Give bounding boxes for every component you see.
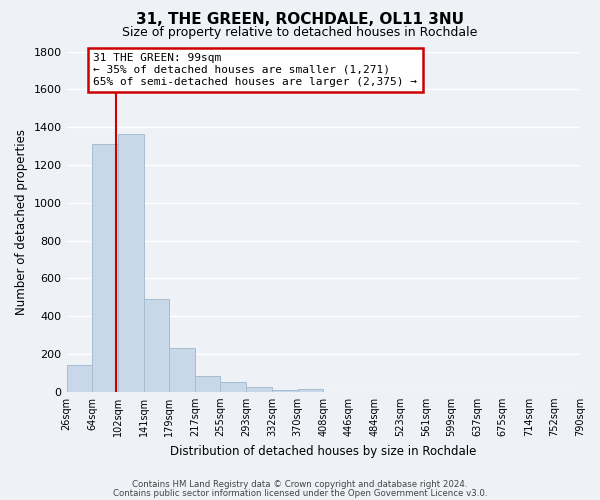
Text: 31 THE GREEN: 99sqm
← 35% of detached houses are smaller (1,271)
65% of semi-det: 31 THE GREEN: 99sqm ← 35% of detached ho… (94, 54, 418, 86)
Bar (298, 389, 323, 392)
Text: Contains public sector information licensed under the Open Government Licence v3: Contains public sector information licen… (113, 488, 487, 498)
Text: Size of property relative to detached houses in Rochdale: Size of property relative to detached ho… (122, 26, 478, 39)
Bar (220, 382, 246, 392)
Bar (169, 348, 195, 392)
Bar (195, 376, 220, 392)
Bar (144, 299, 169, 392)
Bar (118, 134, 144, 392)
Bar (92, 144, 118, 392)
X-axis label: Distribution of detached houses by size in Rochdale: Distribution of detached houses by size … (170, 444, 476, 458)
Y-axis label: Number of detached properties: Number of detached properties (15, 128, 28, 314)
Bar (67, 366, 92, 392)
Bar (272, 390, 298, 392)
Text: Contains HM Land Registry data © Crown copyright and database right 2024.: Contains HM Land Registry data © Crown c… (132, 480, 468, 489)
Text: 31, THE GREEN, ROCHDALE, OL11 3NU: 31, THE GREEN, ROCHDALE, OL11 3NU (136, 12, 464, 28)
Bar (246, 387, 272, 392)
